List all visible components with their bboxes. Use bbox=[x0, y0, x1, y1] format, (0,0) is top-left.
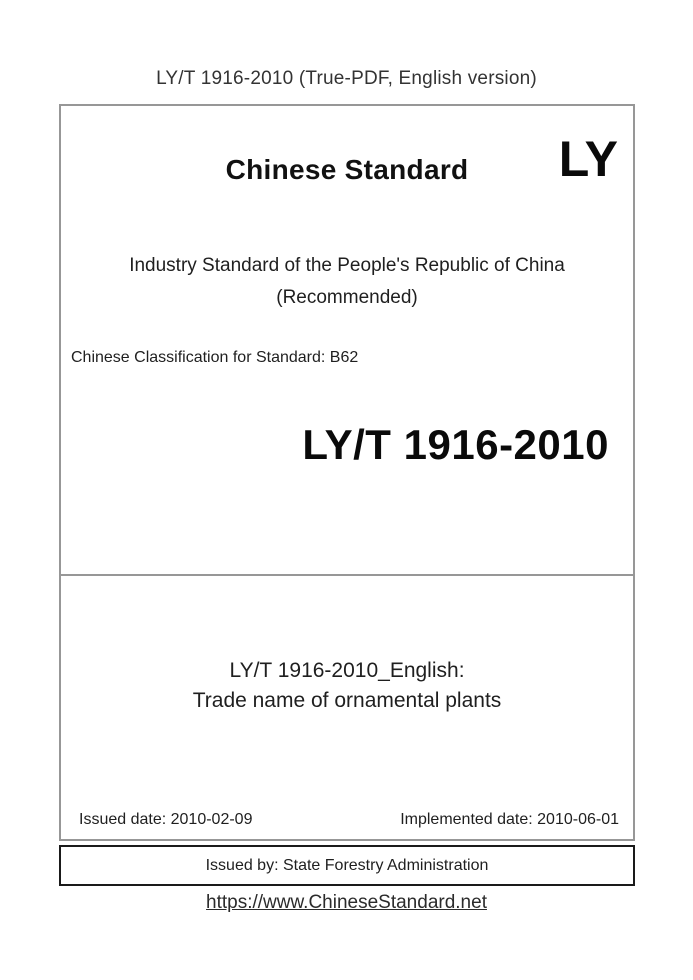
org-line: Industry Standard of the People's Republ… bbox=[129, 255, 565, 276]
doc-title-line2: Trade name of ornamental plants bbox=[192, 689, 502, 712]
site-link[interactable]: https://www.ChineseStandard.net bbox=[206, 892, 487, 913]
page-header-title: LY/T 1916-2010 (True-PDF, English versio… bbox=[156, 68, 537, 89]
recommended-line: (Recommended) bbox=[276, 287, 418, 308]
doc-title-line1: LY/T 1916-2010_English: bbox=[229, 659, 465, 682]
issued-date: Issued date: 2010-02-09 bbox=[79, 811, 253, 828]
cover-box: Chinese Standard LY Industry Standard of… bbox=[59, 104, 635, 841]
implemented-date: Implemented date: 2010-06-01 bbox=[400, 811, 619, 828]
section-divider bbox=[59, 574, 635, 576]
brand-title: Chinese Standard bbox=[225, 154, 469, 185]
site-link-row: https://www.ChineseStandard.net bbox=[0, 892, 693, 914]
issuer-box: Issued by: State Forestry Administration bbox=[59, 845, 635, 886]
classification-line: Chinese Classification for Standard: B62 bbox=[71, 349, 359, 366]
dates-row: Issued date: 2010-02-09 Implemented date… bbox=[79, 811, 619, 829]
standard-number: LY/T 1916-2010 bbox=[302, 421, 609, 468]
issuer-text: Issued by: State Forestry Administration bbox=[205, 856, 489, 874]
standard-logo: LY bbox=[558, 131, 618, 187]
